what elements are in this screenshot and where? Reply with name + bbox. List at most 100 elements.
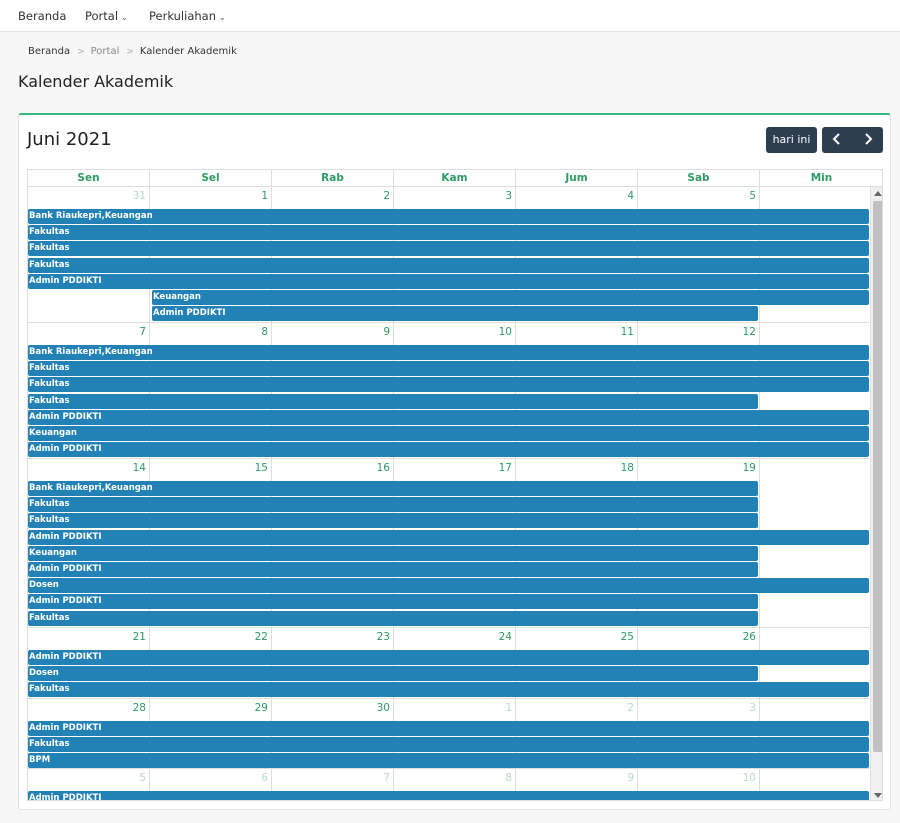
calendar-event[interactable]: Fakultas	[28, 377, 869, 393]
calendar-event[interactable]: Keuangan	[28, 545, 758, 561]
day-number[interactable]: 8	[505, 772, 512, 784]
day-number[interactable]: 14	[132, 462, 146, 474]
day-number[interactable]: 21	[132, 631, 146, 643]
calendar-event[interactable]: Fakultas	[28, 361, 869, 377]
calendar-event[interactable]: Admin PDDIKTI	[28, 594, 758, 610]
chevron-down-icon: ⌄	[121, 13, 128, 22]
calendar-event[interactable]: BPM	[28, 753, 869, 769]
calendar-event[interactable]: Admin PDDIKTI	[152, 306, 758, 322]
day-number[interactable]: 17	[498, 462, 512, 474]
chevron-down-icon: ⌄	[218, 13, 226, 22]
nav-beranda-label: Beranda	[18, 9, 67, 23]
day-number[interactable]: 10	[742, 772, 756, 784]
day-number[interactable]: 26	[742, 631, 756, 643]
calendar-event[interactable]: Fakultas	[28, 610, 758, 626]
month-title: Juni 2021	[27, 129, 112, 150]
nav-portal[interactable]: Portal ⌄	[85, 9, 128, 23]
day-number[interactable]: 22	[254, 631, 268, 643]
day-number[interactable]: 2	[627, 702, 634, 714]
calendar-event[interactable]: Admin PDDIKTI	[28, 442, 869, 458]
calendar-event[interactable]: Bank Riaukepri,Keuangan	[28, 345, 869, 360]
prev-month-button[interactable]	[822, 127, 852, 153]
calendar-event[interactable]: Bank Riaukepri,Keuangan	[28, 209, 869, 224]
day-number[interactable]: 8	[261, 326, 268, 338]
today-button[interactable]: hari ini	[766, 127, 817, 153]
day-number[interactable]: 12	[742, 326, 756, 338]
day-number[interactable]: 25	[620, 631, 634, 643]
month-grid-body: 31 1 2 3 4 5 Bank Riaukepri,Keuangan Fakultas Fa…	[28, 187, 882, 800]
day-number[interactable]: 10	[498, 326, 512, 338]
calendar-event[interactable]: Admin PDDIKTI	[28, 650, 869, 665]
nav-perkuliahan-label: Perkuliahan	[149, 9, 216, 23]
day-number[interactable]: 2	[383, 190, 390, 202]
calendar-event[interactable]: Dosen	[28, 578, 869, 594]
day-number[interactable]: 19	[742, 462, 756, 474]
breadcrumb-beranda[interactable]: Beranda	[28, 46, 71, 57]
calendar-event[interactable]: Fakultas	[28, 682, 869, 698]
day-number[interactable]: 3	[749, 702, 756, 714]
day-number[interactable]: 5	[749, 190, 756, 202]
calendar-event[interactable]: Keuangan	[152, 290, 869, 305]
day-number[interactable]: 1	[505, 702, 512, 714]
scrollbar[interactable]	[870, 187, 882, 800]
weekday-header: Min	[760, 170, 882, 187]
weekday-header: Sel	[150, 170, 272, 187]
day-number[interactable]: 30	[376, 702, 390, 714]
calendar-event[interactable]: Admin PDDIKTI	[28, 562, 758, 577]
calendar-event[interactable]: Fakultas	[28, 225, 869, 241]
calendar-event[interactable]: Fakultas	[28, 737, 869, 753]
calendar-event[interactable]: Bank Riaukepri,Keuangan	[28, 481, 758, 496]
next-month-button[interactable]	[852, 127, 883, 153]
grid-line	[28, 322, 869, 323]
day-number[interactable]: 7	[139, 326, 146, 338]
calendar-event[interactable]: Fakultas	[28, 257, 869, 273]
scroll-down-arrow-icon[interactable]	[874, 793, 882, 798]
day-number[interactable]: 24	[498, 631, 512, 643]
scroll-thumb[interactable]	[873, 201, 882, 752]
month-grid: Sen Sel Rab Kam Jum Sab Min 31 1 2 3 4 5 Bank Riauke…	[27, 169, 883, 801]
day-number[interactable]: 7	[383, 772, 390, 784]
calendar-event[interactable]: Admin PDDIKTI	[28, 721, 869, 736]
day-number[interactable]: 9	[383, 326, 390, 338]
calendar-event[interactable]: Keuangan	[28, 426, 869, 441]
calendar-card: Juni 2021 hari ini Sen Sel Rab Kam Jum Sab Min…	[18, 113, 891, 810]
grid-line	[28, 768, 869, 769]
weekday-header: Jum	[516, 170, 638, 187]
day-number[interactable]: 28	[132, 702, 146, 714]
scroll-up-arrow-icon[interactable]	[874, 191, 882, 196]
day-number[interactable]: 9	[627, 772, 634, 784]
calendar-event[interactable]: Fakultas	[28, 497, 758, 513]
nav-perkuliahan[interactable]: Perkuliahan ⌄	[149, 9, 226, 23]
grid-line	[28, 627, 869, 628]
day-number[interactable]: 6	[261, 772, 268, 784]
day-number[interactable]: 31	[132, 190, 146, 202]
calendar-event[interactable]: Fakultas	[28, 393, 758, 409]
weekday-header: Rab	[272, 170, 394, 187]
day-number[interactable]: 4	[627, 190, 634, 202]
weekday-header: Sab	[638, 170, 760, 187]
day-number[interactable]: 18	[620, 462, 634, 474]
chevron-left-icon	[832, 133, 840, 145]
nav-beranda[interactable]: Beranda	[18, 9, 66, 23]
breadcrumb-portal[interactable]: Portal	[90, 46, 120, 57]
day-number[interactable]: 15	[254, 462, 268, 474]
chevron-right-icon	[864, 133, 872, 145]
calendar-event[interactable]: Fakultas	[28, 513, 758, 529]
calendar-event[interactable]: Admin PDDIKTI	[28, 529, 869, 545]
day-number[interactable]: 29	[254, 702, 268, 714]
grid-line	[28, 698, 869, 699]
calendar-event[interactable]: Dosen	[28, 666, 758, 682]
weekday-header: Kam	[394, 170, 516, 187]
day-number[interactable]: 3	[505, 190, 512, 202]
chevron-right-icon: >	[77, 47, 85, 57]
calendar-event[interactable]: Fakultas	[28, 241, 869, 257]
day-number[interactable]: 1	[261, 190, 268, 202]
calendar-event[interactable]: Admin PDDIKTI	[28, 273, 869, 289]
breadcrumb-current: Kalender Akademik	[139, 46, 237, 57]
day-number[interactable]: 16	[376, 462, 390, 474]
calendar-event[interactable]: Admin PDDIKTI	[28, 791, 869, 800]
day-number[interactable]: 23	[376, 631, 390, 643]
day-number[interactable]: 11	[620, 326, 634, 338]
calendar-event[interactable]: Admin PDDIKTI	[28, 409, 869, 425]
day-number[interactable]: 5	[139, 772, 146, 784]
